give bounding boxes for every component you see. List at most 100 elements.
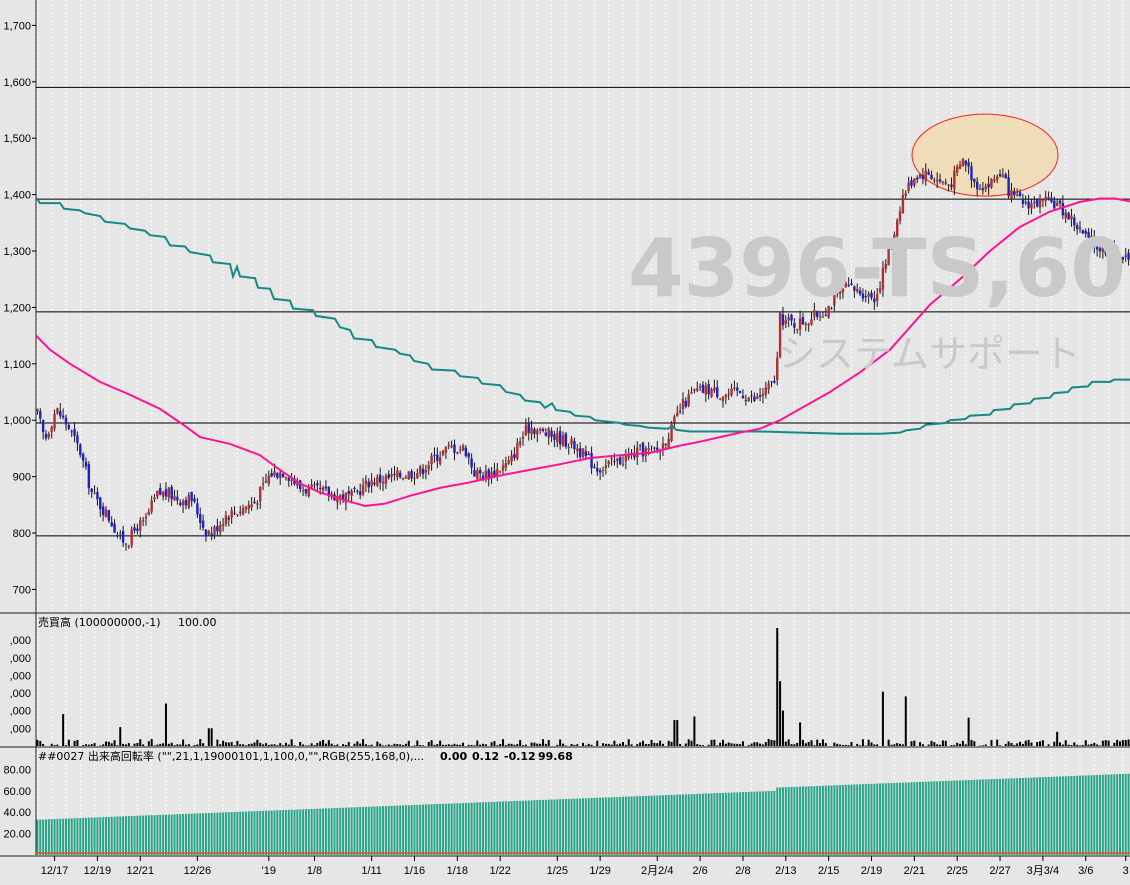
candle-body xyxy=(987,183,990,188)
candle-body xyxy=(1087,232,1090,238)
turnover-bar xyxy=(507,801,510,855)
candle-body xyxy=(467,453,470,458)
candle-body xyxy=(530,427,533,435)
candle-body xyxy=(907,182,910,191)
price-panel: 700 800 900 1,000 1,100 1,200 1,300 1,400 1,500 1… xyxy=(0,0,1130,857)
volume-bar xyxy=(950,745,953,746)
volume-bar xyxy=(304,745,307,746)
x-tick-label: 2/21 xyxy=(904,865,925,877)
turnover-bar xyxy=(302,809,305,855)
volume-bar xyxy=(364,744,367,746)
candle-body xyxy=(890,243,893,248)
volume-bar xyxy=(661,743,664,746)
candle-body xyxy=(867,293,870,297)
volume-bar xyxy=(236,740,239,746)
turnover-bar xyxy=(122,816,125,855)
candle-body xyxy=(713,387,716,391)
turnover-bar xyxy=(196,813,199,855)
volume-bar xyxy=(133,743,136,746)
candle-body xyxy=(1015,194,1019,196)
turnover-bar xyxy=(462,803,465,855)
turnover-bar xyxy=(887,783,890,855)
volume-bar xyxy=(244,745,247,746)
candle-body xyxy=(147,511,151,516)
volume-bar xyxy=(787,739,790,746)
turnover-bar xyxy=(513,801,516,855)
candle-body xyxy=(673,416,676,423)
candle-body xyxy=(1107,252,1110,256)
candle-body xyxy=(1047,196,1050,199)
candle-body xyxy=(421,468,425,475)
candle-body xyxy=(96,492,99,500)
candle-body xyxy=(690,392,693,394)
candle-body xyxy=(250,504,253,508)
candle-body xyxy=(1055,202,1059,206)
candle-body xyxy=(653,447,656,449)
turnover-bar xyxy=(933,781,936,855)
turnover-bar xyxy=(482,802,485,855)
volume-bar xyxy=(519,740,522,746)
x-tick-label: 2月2/4 xyxy=(641,865,673,877)
volume-bar xyxy=(1101,740,1104,746)
candle-body xyxy=(576,448,579,452)
turnover-bar xyxy=(573,798,576,855)
turnover-bar xyxy=(701,793,704,855)
turnover-bar xyxy=(1090,775,1093,855)
volume-bar xyxy=(667,740,670,746)
candle-body xyxy=(970,166,973,181)
volume-bar xyxy=(676,720,679,746)
turnover-bar xyxy=(787,787,790,855)
candle-body xyxy=(830,307,833,309)
turnover-bar xyxy=(110,816,113,855)
turnover-bar xyxy=(1007,778,1010,855)
candle-body xyxy=(161,491,165,497)
candle-body xyxy=(187,494,191,508)
turnover-bar xyxy=(504,801,507,855)
turnover-bar xyxy=(893,782,896,855)
volume-bar xyxy=(953,744,956,746)
volume-tick-label: ,000 xyxy=(10,653,31,665)
turnover-bar xyxy=(399,805,402,855)
turnover-bar xyxy=(584,798,587,855)
candle-body xyxy=(516,442,519,459)
volume-bar xyxy=(670,741,673,746)
turnover-bar xyxy=(539,800,542,855)
turnover-bar xyxy=(856,784,859,855)
turnover-bar xyxy=(641,795,644,855)
volume-bar xyxy=(699,744,702,746)
candle-body xyxy=(1110,251,1113,254)
turnover-bar xyxy=(159,814,162,855)
turnover-bar xyxy=(322,808,325,855)
volume-bar xyxy=(727,742,730,746)
candle-body xyxy=(79,444,82,456)
price-tick-label: 1,600 xyxy=(3,77,31,89)
volume-bar xyxy=(873,744,876,746)
turnover-val-1: 0.00 xyxy=(440,750,467,763)
candle-body xyxy=(958,164,962,169)
turnover-bar xyxy=(704,793,707,855)
candle-body xyxy=(790,314,793,321)
volume-bar xyxy=(536,743,539,746)
turnover-bar xyxy=(267,810,270,855)
candle-body xyxy=(627,454,630,458)
turnover-bar xyxy=(422,804,425,855)
volume-bar xyxy=(587,743,590,746)
turnover-bar xyxy=(244,811,247,855)
candle-body xyxy=(290,479,293,482)
candle-body xyxy=(696,388,699,391)
candle-body xyxy=(701,384,705,393)
turnover-bar xyxy=(90,817,93,855)
candle-body xyxy=(230,510,233,518)
volume-bar xyxy=(841,745,844,746)
candle-body xyxy=(913,178,916,186)
volume-bar xyxy=(402,745,405,746)
candle-body xyxy=(613,460,616,462)
ma-long-line xyxy=(35,196,1130,435)
turnover-bar xyxy=(313,808,316,855)
turnover-bar xyxy=(1047,776,1050,855)
turnover-bar xyxy=(444,803,447,855)
turnover-bar xyxy=(447,803,450,855)
candle-body xyxy=(710,389,713,397)
turnover-bar xyxy=(1041,777,1044,855)
